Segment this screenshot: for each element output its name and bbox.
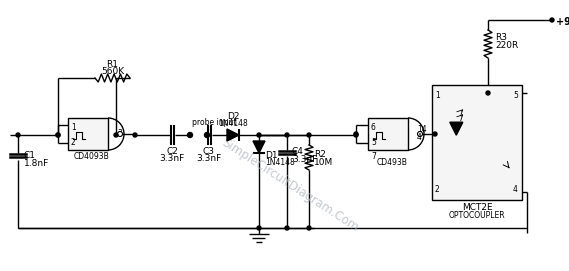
Text: R3: R3: [495, 33, 507, 41]
Circle shape: [56, 133, 60, 137]
Text: 4: 4: [417, 134, 422, 143]
Bar: [368, 118, 408, 150]
Text: C4: C4: [292, 147, 304, 156]
Text: 1.8nF: 1.8nF: [24, 159, 50, 167]
Circle shape: [114, 133, 118, 137]
Text: D2: D2: [227, 112, 239, 121]
Text: CD4093B: CD4093B: [74, 152, 110, 161]
Circle shape: [418, 131, 423, 137]
Text: 4: 4: [513, 185, 518, 194]
Circle shape: [16, 133, 20, 137]
Text: 6: 6: [371, 123, 376, 132]
Text: 14: 14: [417, 124, 427, 134]
Bar: [432, 85, 522, 200]
Text: 560K: 560K: [101, 67, 124, 76]
Text: 2: 2: [71, 138, 76, 147]
Circle shape: [354, 133, 358, 137]
Circle shape: [257, 226, 261, 230]
Text: MCT2E: MCT2E: [461, 203, 492, 212]
Text: 3.3nF: 3.3nF: [292, 154, 318, 163]
Polygon shape: [253, 141, 265, 153]
Circle shape: [285, 226, 289, 230]
Circle shape: [204, 133, 209, 137]
Text: OPTOCOUPLER: OPTOCOUPLER: [449, 211, 505, 220]
Text: 3: 3: [117, 130, 122, 138]
Text: 3.3nF: 3.3nF: [196, 154, 221, 163]
Circle shape: [550, 18, 554, 22]
Circle shape: [133, 133, 137, 137]
Text: R1: R1: [106, 60, 118, 69]
Text: probe input: probe input: [192, 118, 237, 127]
Circle shape: [307, 133, 311, 137]
Text: 3.3nF: 3.3nF: [159, 154, 184, 163]
Text: 1N4148: 1N4148: [265, 158, 295, 167]
Text: C2: C2: [166, 147, 178, 156]
Text: 1: 1: [435, 91, 440, 100]
Text: CD493B: CD493B: [377, 158, 407, 167]
Circle shape: [354, 132, 358, 136]
Text: C3: C3: [203, 147, 215, 156]
Text: +9V: +9V: [556, 17, 569, 27]
Circle shape: [188, 133, 192, 137]
Text: 220R: 220R: [495, 40, 518, 50]
Circle shape: [486, 91, 490, 95]
Text: 1: 1: [71, 123, 76, 132]
Polygon shape: [227, 129, 239, 141]
Text: D1: D1: [265, 151, 278, 160]
Bar: [68, 118, 108, 150]
Circle shape: [285, 133, 289, 137]
Text: 10M: 10M: [314, 158, 333, 167]
Circle shape: [257, 133, 261, 137]
Circle shape: [307, 226, 311, 230]
Text: R2: R2: [314, 150, 326, 159]
Text: 5: 5: [371, 138, 376, 147]
Circle shape: [56, 133, 60, 137]
Polygon shape: [450, 122, 463, 135]
Text: 7: 7: [371, 152, 376, 161]
Text: 5: 5: [513, 91, 518, 100]
Circle shape: [118, 131, 122, 137]
Text: SimpleCircuitDiagram.Com: SimpleCircuitDiagram.Com: [219, 136, 361, 234]
Text: C1: C1: [24, 150, 36, 160]
Text: 2: 2: [435, 185, 440, 194]
Circle shape: [433, 132, 437, 136]
Text: 1N4148: 1N4148: [218, 119, 248, 128]
